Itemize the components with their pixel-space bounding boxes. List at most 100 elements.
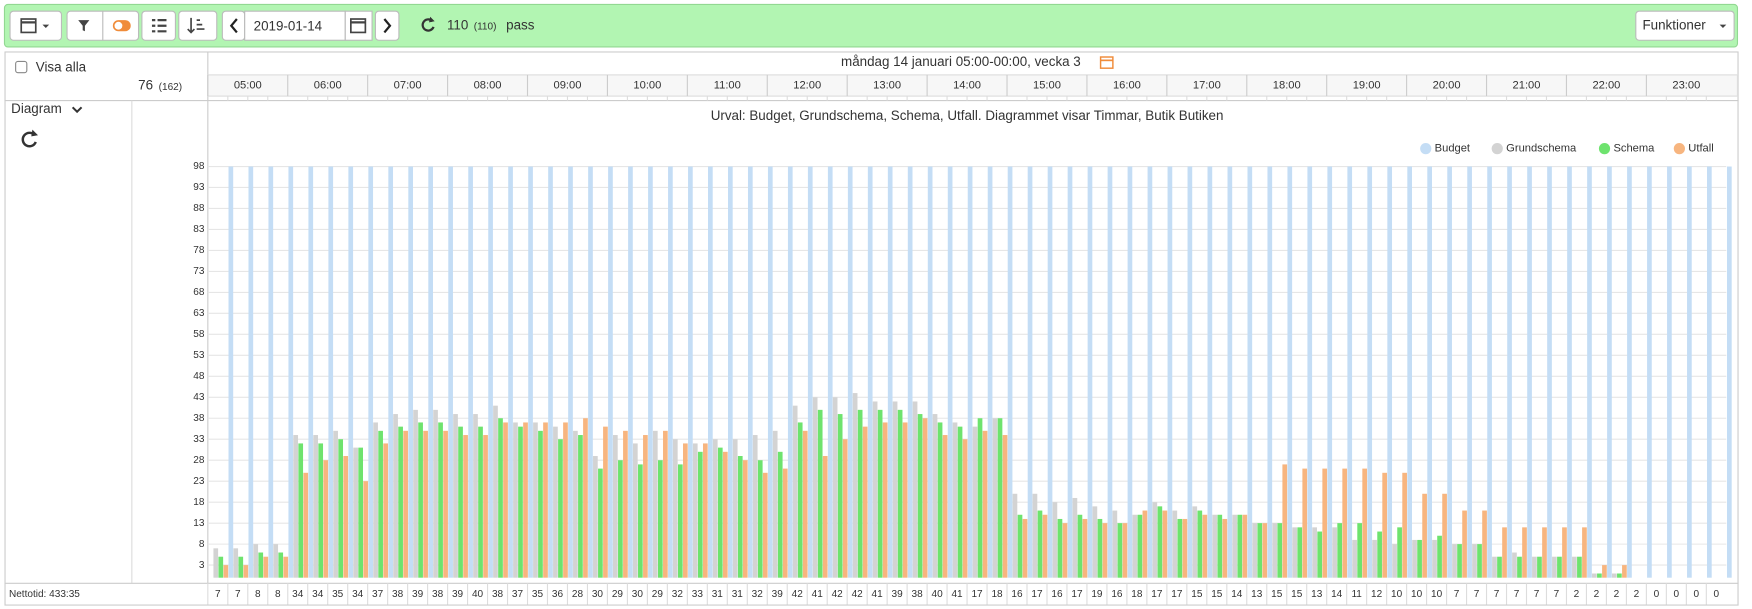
bar xyxy=(473,414,478,578)
bar xyxy=(827,166,833,578)
footer-cell: 17 xyxy=(1071,589,1083,600)
chart-refresh-icon[interactable] xyxy=(21,129,38,148)
bar xyxy=(742,460,748,578)
footer-cell: 42 xyxy=(792,589,804,600)
list-button[interactable] xyxy=(141,10,176,41)
bar xyxy=(543,422,548,578)
bar xyxy=(1667,166,1672,578)
refresh-icon[interactable] xyxy=(421,16,435,32)
footer-cell: 33 xyxy=(692,589,704,600)
bar xyxy=(1217,514,1223,578)
view-chevron[interactable] xyxy=(71,106,83,114)
legend-swatch xyxy=(1420,143,1432,155)
bar xyxy=(862,426,868,578)
hour-label: 13:00 xyxy=(873,79,901,91)
hour-label: 11:00 xyxy=(714,79,741,91)
bar xyxy=(233,548,239,578)
bar xyxy=(403,430,408,578)
footer-cell: 41 xyxy=(812,589,824,600)
bar xyxy=(1282,464,1288,578)
bar xyxy=(453,414,458,578)
y-tick-label: 8 xyxy=(199,539,205,550)
bar xyxy=(493,405,498,578)
footer-cell: 41 xyxy=(951,589,963,600)
bar xyxy=(1157,506,1163,578)
net-time: Nettotid: 433:35 xyxy=(9,589,80,600)
footer-cell: 30 xyxy=(592,589,604,600)
bar xyxy=(413,409,418,578)
bar xyxy=(353,447,358,578)
y-tick-label: 38 xyxy=(193,413,205,424)
footer-cell: 38 xyxy=(492,589,504,600)
bar xyxy=(668,166,673,578)
footer-cell: 11 xyxy=(1351,589,1362,600)
next-day-button[interactable] xyxy=(374,10,400,41)
footer-cell: 36 xyxy=(552,589,564,600)
footer-cell: 7 xyxy=(215,589,221,600)
footer-cell: 35 xyxy=(332,589,344,600)
bar xyxy=(368,166,374,578)
bar xyxy=(528,166,533,578)
bar xyxy=(218,556,224,578)
bar xyxy=(1012,493,1018,578)
bar xyxy=(1112,510,1118,578)
bar xyxy=(223,565,229,578)
bar xyxy=(737,456,743,578)
footer-cell: 7 xyxy=(1514,589,1520,600)
bar xyxy=(458,426,463,578)
y-tick-label: 88 xyxy=(193,203,205,214)
pass-label: pass xyxy=(506,17,535,32)
footer-cell: 28 xyxy=(572,589,584,600)
footer-cell: 31 xyxy=(732,589,744,600)
footer-cell: 41 xyxy=(872,589,884,600)
footer-cell: 13 xyxy=(1311,589,1323,600)
footer-cell: 30 xyxy=(632,589,644,600)
previous-day-button[interactable] xyxy=(221,10,246,41)
functions-menu[interactable] xyxy=(1635,10,1735,41)
footer-cell: 10 xyxy=(1391,589,1403,600)
bar xyxy=(333,430,338,578)
bar xyxy=(1437,535,1442,578)
sort-button[interactable] xyxy=(178,10,218,41)
bar xyxy=(1272,523,1278,578)
calendar-menu-button[interactable] xyxy=(9,10,63,41)
legend-swatch xyxy=(1598,143,1611,155)
bar xyxy=(867,166,873,578)
footer-cell: 39 xyxy=(772,589,784,600)
bar xyxy=(1627,166,1632,578)
view-selector[interactable]: Diagram xyxy=(11,101,62,116)
show-all-checkbox[interactable] xyxy=(15,60,28,74)
filter-button[interactable] xyxy=(66,10,140,41)
footer-cell: 37 xyxy=(512,589,524,600)
hour-label: 18:00 xyxy=(1273,79,1301,91)
bar xyxy=(1547,166,1552,578)
bar xyxy=(847,166,853,578)
hour-label: 09:00 xyxy=(554,79,582,91)
footer-cell: 15 xyxy=(1291,589,1303,600)
footer-cell: 16 xyxy=(1011,589,1023,600)
bar xyxy=(538,430,543,578)
bar xyxy=(573,430,578,578)
bar xyxy=(1352,539,1357,578)
footer-cell: 31 xyxy=(712,589,724,600)
footer-cell: 7 xyxy=(1534,589,1540,600)
footer-cell: 32 xyxy=(672,589,684,600)
bar xyxy=(1242,514,1248,578)
date-picker-button[interactable] xyxy=(344,10,373,41)
legend-swatch xyxy=(1491,143,1503,155)
bar xyxy=(1227,166,1233,578)
day-calendar-icon[interactable] xyxy=(1099,56,1114,69)
bar xyxy=(1312,527,1318,578)
date-input[interactable] xyxy=(244,10,346,41)
footer-cell: 14 xyxy=(1331,589,1343,600)
bar xyxy=(1247,166,1253,578)
footer-cell: 29 xyxy=(612,589,624,600)
bar xyxy=(1517,556,1522,578)
footer-cell: 14 xyxy=(1231,589,1243,600)
bar xyxy=(1007,166,1013,578)
footer-cell: 16 xyxy=(1111,589,1123,600)
bar xyxy=(298,443,304,578)
bar xyxy=(1147,166,1153,578)
bar xyxy=(1207,166,1213,578)
bar xyxy=(732,439,738,578)
